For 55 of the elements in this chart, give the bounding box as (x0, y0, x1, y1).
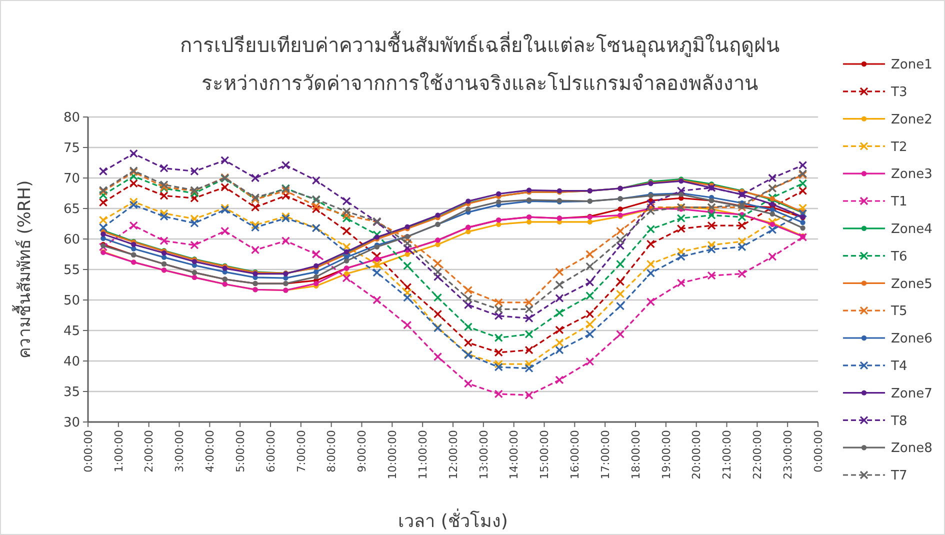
x-tick-label: 22:00:00 (751, 430, 764, 480)
y-tick-label: 70 (63, 172, 80, 187)
x-axis-title: เวลา (ชั่วโมง) (398, 508, 508, 532)
y-tick-label: 80 (63, 110, 80, 126)
x-tick-label: 11:00:00 (416, 430, 430, 480)
x-tick-label: 1:00:00 (112, 430, 126, 472)
x-tick-label: 20:00:00 (690, 430, 704, 480)
legend-label: Zone5 (891, 276, 932, 292)
x-tick-label: 9:00:00 (356, 430, 369, 472)
y-tick-label: 60 (63, 232, 80, 248)
x-tick-label: 0:00:00 (82, 430, 95, 472)
y-tick-label: 35 (63, 385, 80, 400)
y-tick-label: 50 (63, 294, 80, 309)
legend-label: T5 (890, 304, 908, 320)
x-tick-label: 5:00:00 (234, 430, 247, 472)
legend-label: Zone2 (891, 112, 932, 128)
legend-label: Zone4 (891, 222, 932, 237)
legend-label: Zone7 (891, 386, 932, 402)
y-tick-label: 45 (63, 324, 80, 340)
x-tick-label: 17:00:00 (598, 430, 612, 480)
y-tick-label: 55 (63, 263, 80, 278)
legend-label: T3 (890, 84, 908, 100)
x-tick-label: 6:00:00 (264, 430, 278, 472)
x-tick-label: 2:00:00 (142, 430, 156, 472)
x-tick-label: 10:00:00 (386, 430, 400, 480)
y-tick-label: 65 (63, 202, 80, 218)
legend-label: Zone1 (891, 58, 932, 73)
legend-label: Zone3 (891, 167, 932, 182)
y-tick-label: 75 (63, 141, 80, 156)
x-tick-label: 19:00:00 (660, 430, 673, 480)
legend-label: T2 (890, 140, 908, 155)
x-tick-label: 18:00:00 (629, 430, 642, 480)
chart-title: การเปรียบเทียบค่าความชื้นสัมพัทธ์เฉลี่ยในแต่ละโซนอุณหภูมิในฤดูฝน ระหว่างการวัดค่าจากการใช้งานจริงและโปรแกรมจำลองพลังงาน (180, 31, 780, 95)
x-tick-label: 15:00:00 (538, 430, 552, 480)
y-tick-label: 30 (63, 416, 80, 431)
legend-label: T7 (890, 468, 908, 484)
x-tick-label: 21:00:00 (720, 430, 734, 480)
x-tick-label: 3:00:00 (173, 430, 186, 472)
x-tick-label: 16:00:00 (568, 430, 582, 480)
x-tick-label: 8:00:00 (325, 430, 338, 472)
x-tick-label: 4:00:00 (204, 430, 217, 472)
legend-label: T6 (890, 249, 908, 264)
x-tick-label: 13:00:00 (477, 430, 490, 480)
x-tick-label: 14:00:00 (508, 430, 521, 480)
x-tick-label: 23:00:00 (781, 430, 794, 480)
legend-label: Zone6 (891, 332, 932, 347)
y-axis-title: ความชื้นสัมพัทธ์ (%RH) (12, 180, 35, 359)
legend-label: T1 (890, 194, 908, 210)
legend-label: T4 (890, 358, 908, 374)
x-tick-label: 7:00:00 (294, 430, 308, 472)
x-tick-label: 0:00:00 (812, 430, 825, 472)
legend-label: Zone8 (891, 441, 932, 456)
y-tick-label: 40 (63, 354, 80, 370)
legend-label: T8 (890, 414, 908, 429)
x-tick-label: 12:00:00 (446, 430, 460, 480)
